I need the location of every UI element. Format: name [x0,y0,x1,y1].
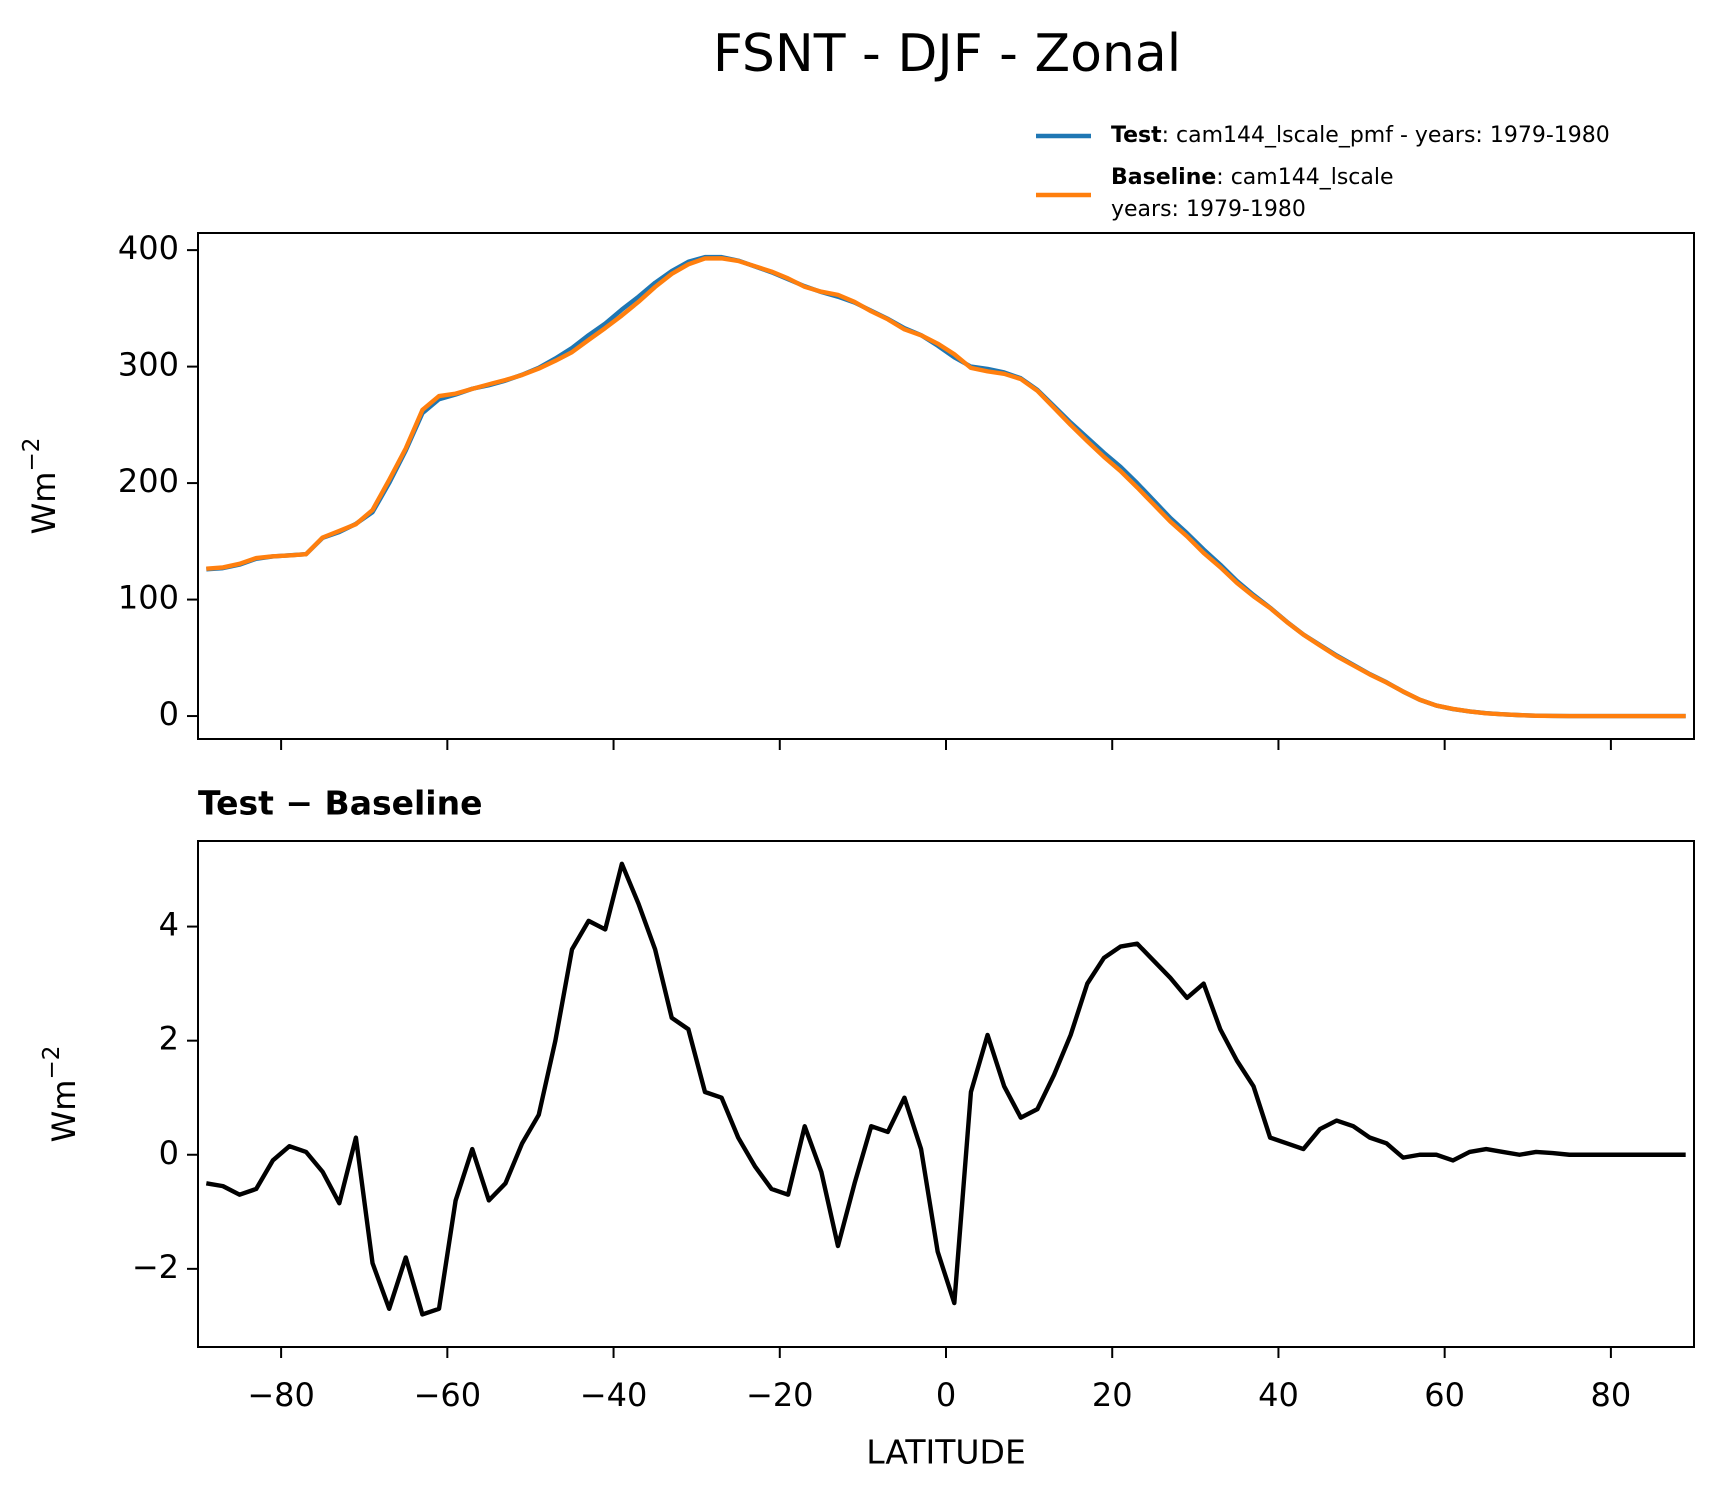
legend-label-line: years: 1979-1980 [1111,197,1306,222]
legend-name: Test [1111,123,1162,148]
panel-title: Test − Baseline [198,784,483,823]
x-tick-label: −20 [746,1376,814,1414]
y-tick-label: 400 [118,229,179,267]
legend-label: Test: cam144_lscale_pmf - years: 1979-19… [1111,123,1610,148]
y-axis-label: Wm−2 [19,438,64,535]
figure-title: FSNT - DJF - Zonal [713,24,1181,84]
data-line [206,254,1686,719]
legend-label: Baseline: cam144_lscale [1111,165,1394,190]
y-axis-label-exponent: −2 [19,438,45,472]
y-axis-label-base: Wm [45,1080,83,1143]
legend-name: Baseline [1111,165,1216,190]
x-axis-label: LATITUDE [866,1433,1026,1472]
legend-text: : cam144_lscale_pmf - years: 1979-1980 [1162,123,1610,148]
data-line [205,861,1686,1317]
y-tick-label: 4 [159,906,179,944]
y-tick-label: 100 [118,579,179,617]
y-tick-label: 300 [118,346,179,384]
legend-text: : cam144_lscale [1216,165,1393,190]
y-tick-label: 0 [159,695,179,733]
x-tick-label: 20 [1092,1376,1133,1414]
axes-frame [197,232,1695,740]
y-axis-label-exponent: −2 [39,1046,65,1080]
axes-frame [197,840,1695,1348]
y-tick-label: 2 [159,1020,179,1058]
x-tick-label: 60 [1424,1376,1465,1414]
x-tick-label: 80 [1591,1376,1632,1414]
y-tick-label: −2 [132,1248,179,1286]
x-tick-label: 40 [1258,1376,1299,1414]
x-tick-label: −60 [414,1376,482,1414]
x-tick-label: −80 [247,1376,315,1414]
x-tick-label: −40 [580,1376,648,1414]
y-tick-label: 200 [118,462,179,500]
data-line [206,256,1686,719]
x-tick-label: 0 [936,1376,956,1414]
y-tick-label: 0 [159,1134,179,1172]
y-axis-label-base: Wm [25,472,63,535]
y-axis-label: Wm−2 [39,1046,84,1143]
